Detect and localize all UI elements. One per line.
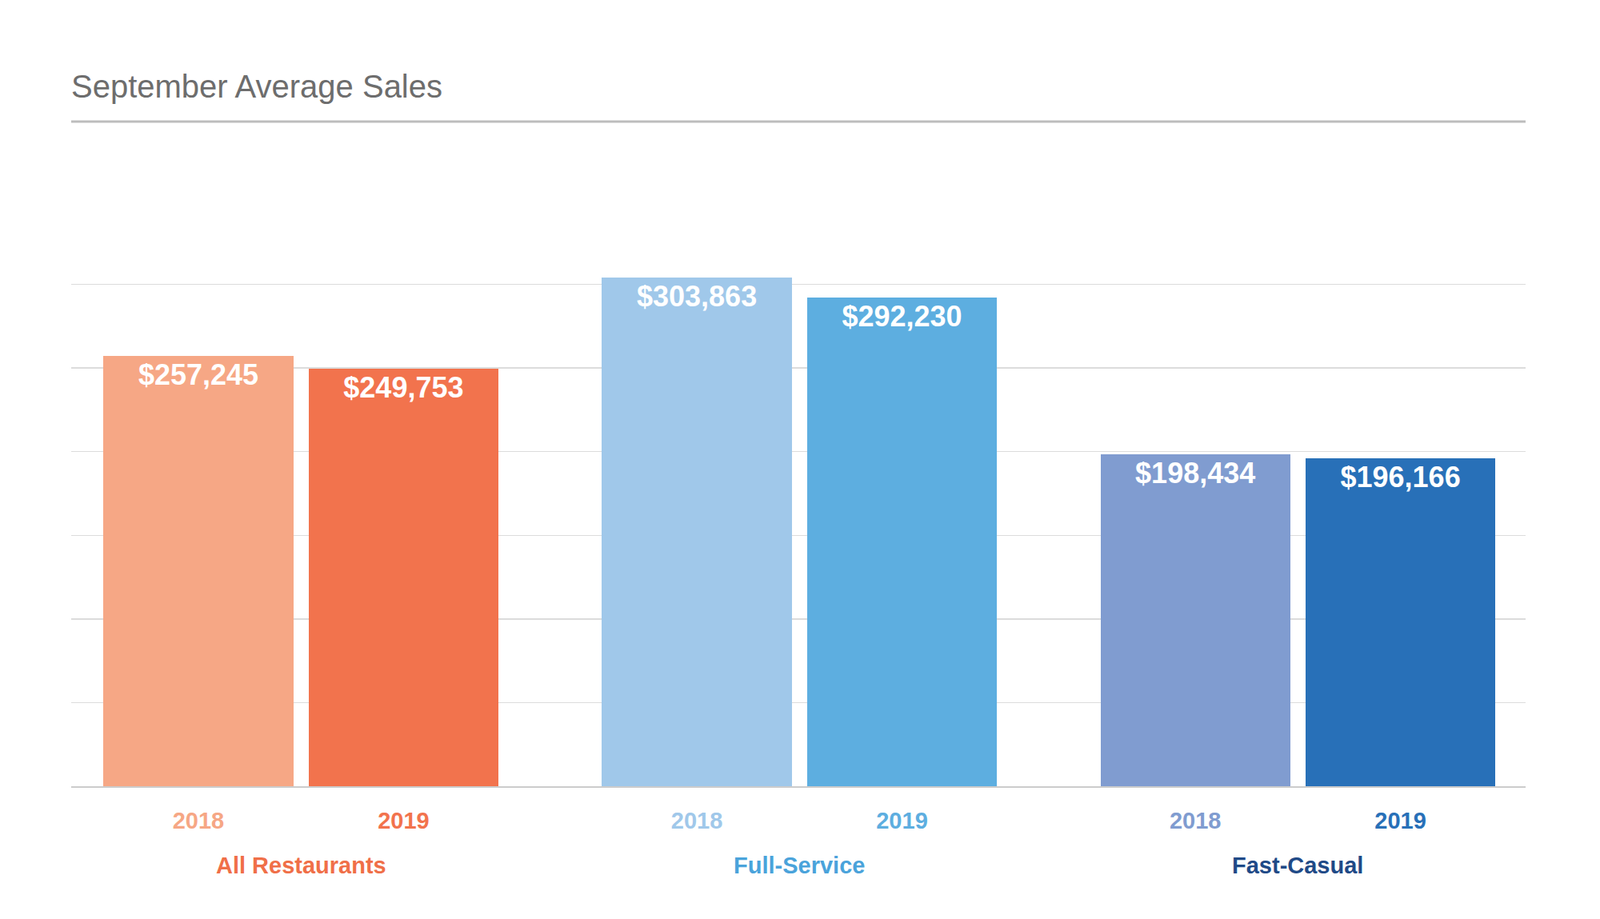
svg-text:2019: 2019 <box>377 808 430 834</box>
svg-text:Full-Service: Full-Service <box>733 852 865 879</box>
svg-text:$249,753: $249,753 <box>343 371 464 404</box>
svg-text:$292,230: $292,230 <box>841 300 962 333</box>
svg-text:2019: 2019 <box>876 808 928 834</box>
svg-text:September Average Sales: September Average Sales <box>71 68 443 104</box>
svg-text:$198,434: $198,434 <box>1135 456 1256 490</box>
svg-text:$257,245: $257,245 <box>138 358 259 392</box>
svg-text:$303,863: $303,863 <box>636 280 757 313</box>
svg-text:Fast-Casual: Fast-Casual <box>1232 852 1364 879</box>
svg-text:2018: 2018 <box>172 808 225 834</box>
svg-text:2018: 2018 <box>1169 808 1222 834</box>
svg-text:$196,166: $196,166 <box>1340 460 1461 494</box>
svg-text:All Restaurants: All Restaurants <box>216 852 387 879</box>
svg-text:2018: 2018 <box>671 808 724 834</box>
svg-text:2019: 2019 <box>1374 808 1427 834</box>
